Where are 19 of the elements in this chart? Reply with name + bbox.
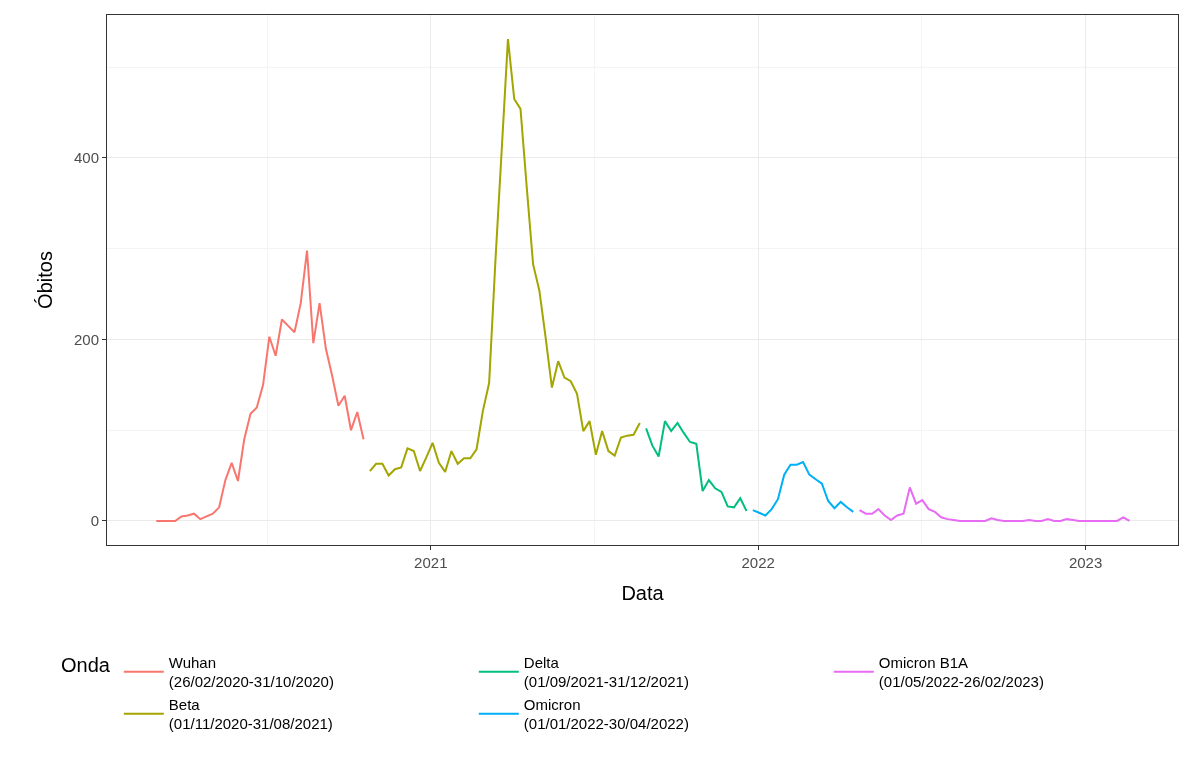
y-tick-label: 400: [73, 149, 99, 167]
x-tick-label: 2021: [414, 554, 448, 571]
line-series: [155, 249, 365, 522]
legend-label: Wuhan (26/02/2020-31/10/2020): [168, 653, 334, 691]
legend-title: Onda: [61, 653, 111, 676]
legend-label: Beta (01/11/2020-31/08/2021): [168, 695, 333, 733]
x-axis-title: Data: [621, 581, 665, 604]
line-series: [858, 486, 1131, 522]
y-tick-label: 0: [90, 512, 99, 530]
line-series: [368, 38, 641, 477]
x-tick-label: 2022: [741, 554, 775, 571]
legend-label: Omicron B1A (01/05/2022-26/02/2023): [878, 653, 1044, 691]
y-axis-title: Óbitos: [34, 251, 57, 309]
line-series: [645, 420, 748, 512]
legend-label: Omicron (01/01/2022-30/04/2022): [523, 695, 689, 733]
x-tick-label: 2023: [1068, 554, 1103, 571]
y-tick-label: 200: [73, 330, 99, 348]
legend-label: Delta (01/09/2021-31/12/2021): [523, 653, 689, 691]
line-series: [751, 460, 855, 517]
